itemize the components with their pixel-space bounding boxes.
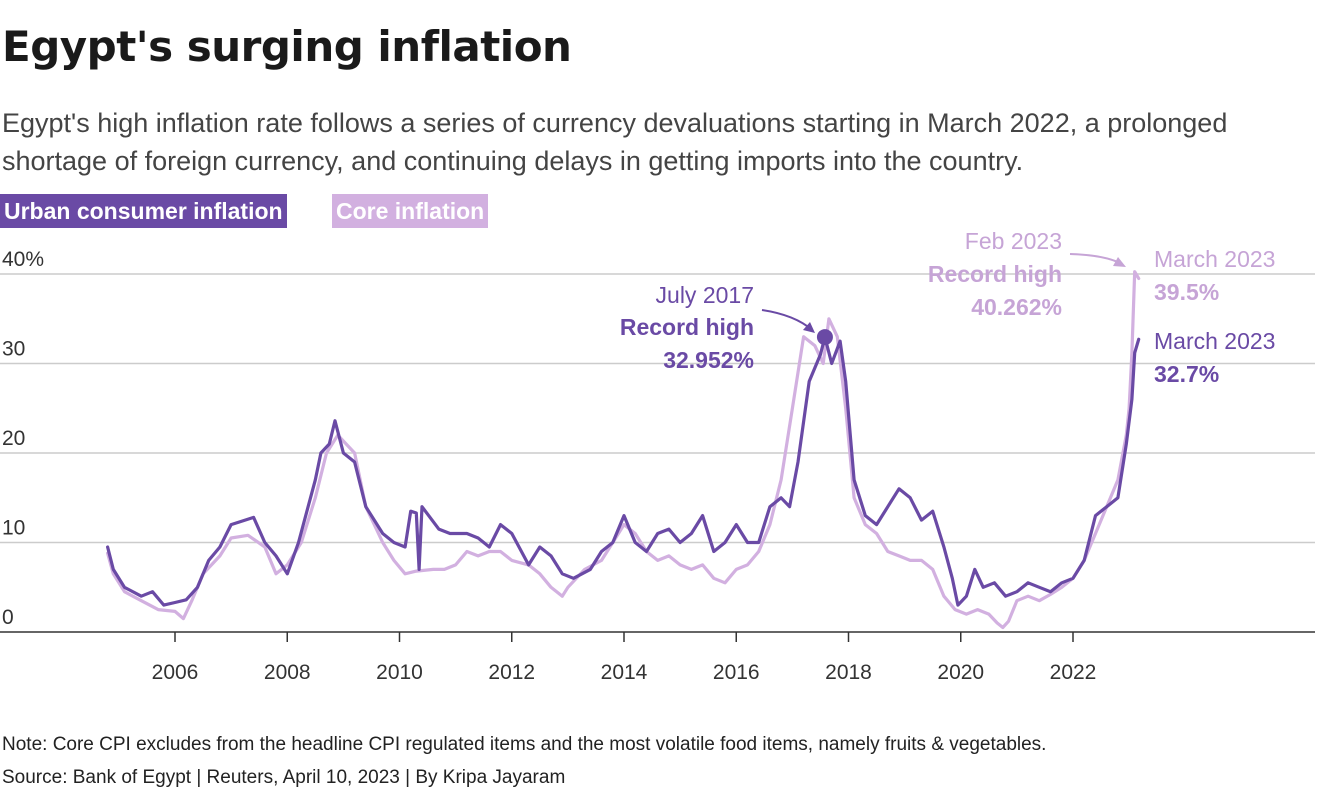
chart-title: Egypt's surging inflation <box>2 22 572 71</box>
y-tick-label-40: 40% <box>2 248 44 271</box>
end-label-urban-date: March 2023 <box>1154 328 1275 354</box>
annotation-feb-2023-title: Record high <box>928 261 1062 287</box>
y-tick-label-20: 20 <box>2 427 25 450</box>
annotation-feb-2023-arrow <box>1069 253 1123 265</box>
legend-core-inflation: Core inflation <box>332 194 489 228</box>
chart-source: Source: Bank of Egypt | Reuters, April 1… <box>2 767 566 788</box>
annotation-july-2017-arrow <box>761 309 813 331</box>
annotation-feb-2023-arrowhead <box>1113 257 1126 267</box>
y-tick-label-0: 0 <box>2 606 14 629</box>
x-tick-label-2022: 2022 <box>1050 661 1097 684</box>
peak-2017-marker <box>816 329 833 346</box>
series-layer <box>106 270 1141 630</box>
y-axis-labels: 0 10 20 30 40% <box>2 248 44 629</box>
annotation-july-2017: July 2017 Record high 32.952% <box>620 282 833 373</box>
end-label-core-date: March 2023 <box>1154 246 1275 272</box>
x-tick-label-2012: 2012 <box>488 661 535 684</box>
x-axis: 2006 2008 2010 2012 2014 2016 2018 2020 2022 <box>0 631 1315 684</box>
series-line-core-inflation <box>106 270 1141 630</box>
x-tick-label-2010: 2010 <box>376 661 423 684</box>
end-label-core-value: 39.5% <box>1154 279 1219 305</box>
annotation-july-2017-arrowhead <box>803 322 815 333</box>
legend-urban-inflation: Urban consumer inflation <box>0 194 287 228</box>
x-tick-label-2006: 2006 <box>152 661 199 684</box>
annotation-july-2017-value: 32.952% <box>663 347 754 373</box>
x-tick-label-2008: 2008 <box>264 661 311 684</box>
annotation-july-2017-title: Record high <box>620 314 754 340</box>
x-tick-label-2016: 2016 <box>713 661 760 684</box>
y-tick-label-10: 10 <box>2 517 25 540</box>
annotation-feb-2023-date: Feb 2023 <box>965 228 1062 254</box>
series-line-urban-consumer-inflation <box>106 335 1141 607</box>
end-label-core: March 2023 39.5% <box>1154 246 1275 305</box>
end-label-urban: March 2023 32.7% <box>1154 328 1275 387</box>
x-tick-label-2018: 2018 <box>825 661 872 684</box>
chart-subtitle: Egypt's high inflation rate follows a se… <box>2 108 1228 176</box>
chart-note: Note: Core CPI excludes from the headlin… <box>2 734 1047 755</box>
annotation-july-2017-date: July 2017 <box>656 282 754 308</box>
annotation-feb-2023-value: 40.262% <box>971 294 1062 320</box>
x-tick-label-2014: 2014 <box>601 661 648 684</box>
end-label-urban-value: 32.7% <box>1154 361 1219 387</box>
y-tick-label-30: 30 <box>2 338 25 361</box>
grid-lines <box>0 273 1315 544</box>
annotation-feb-2023: Feb 2023 Record high 40.262% <box>928 228 1126 320</box>
x-tick-label-2020: 2020 <box>937 661 984 684</box>
